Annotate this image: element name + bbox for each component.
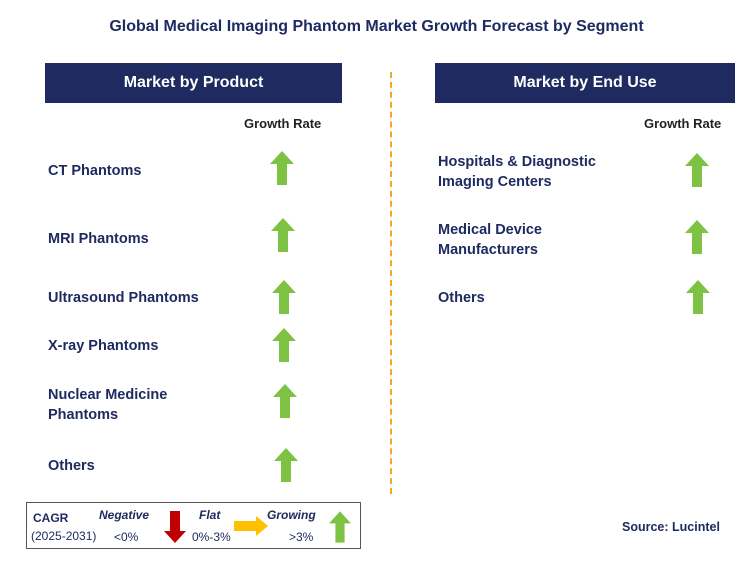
- product-item-ultrasound: Ultrasound Phantoms: [48, 290, 199, 306]
- end-use-item-manufacturers: Medical Device Manufacturers: [438, 222, 542, 258]
- legend-period: (2025-2031): [31, 529, 97, 543]
- diagram-title: Global Medical Imaging Phantom Market Gr…: [109, 18, 644, 35]
- legend-growing-value: >3%: [289, 530, 314, 544]
- end-use-item-others: Others: [438, 290, 485, 306]
- end-use-growth-rate-label: Growth Rate: [644, 116, 722, 131]
- product-growth-rate-label: Growth Rate: [244, 116, 322, 131]
- up-arrow-icon: [272, 328, 296, 362]
- right-arrow-icon: [234, 516, 268, 536]
- legend-flat-label: Flat: [199, 508, 221, 522]
- end-use-item-hospitals: Hospitals & Diagnostic Imaging Centers: [438, 154, 596, 190]
- up-arrow-icon: [329, 511, 351, 543]
- legend-negative-value: <0%: [114, 530, 139, 544]
- up-arrow-icon: [685, 153, 709, 187]
- product-item-others: Others: [48, 458, 95, 474]
- product-item-xray: X-ray Phantoms: [48, 338, 159, 354]
- up-arrow-icon: [273, 384, 297, 418]
- legend-negative-label: Negative: [99, 508, 150, 522]
- product-item-mri: MRI Phantoms: [48, 231, 149, 247]
- source-note: Source: Lucintel: [622, 520, 720, 534]
- up-arrow-icon: [272, 280, 296, 314]
- up-arrow-icon: [686, 280, 710, 314]
- up-arrow-icon: [271, 218, 295, 252]
- product-item-nuclear: Nuclear Medicine Phantoms: [48, 387, 168, 423]
- down-arrow-icon: [164, 511, 186, 543]
- end-use-header: Market by End Use: [435, 63, 735, 103]
- up-arrow-icon: [270, 151, 294, 185]
- product-header: Market by Product: [45, 63, 342, 103]
- legend-flat-value: 0%-3%: [192, 530, 231, 544]
- legend-cagr-label: CAGR: [33, 511, 69, 525]
- legend-growing-label: Growing: [267, 508, 316, 522]
- cagr-legend: CAGR (2025-2031) Negative <0% Flat 0%-3%…: [26, 502, 361, 549]
- up-arrow-icon: [685, 220, 709, 254]
- panel-divider: [390, 72, 392, 494]
- up-arrow-icon: [274, 448, 298, 482]
- product-item-ct: CT Phantoms: [48, 163, 142, 179]
